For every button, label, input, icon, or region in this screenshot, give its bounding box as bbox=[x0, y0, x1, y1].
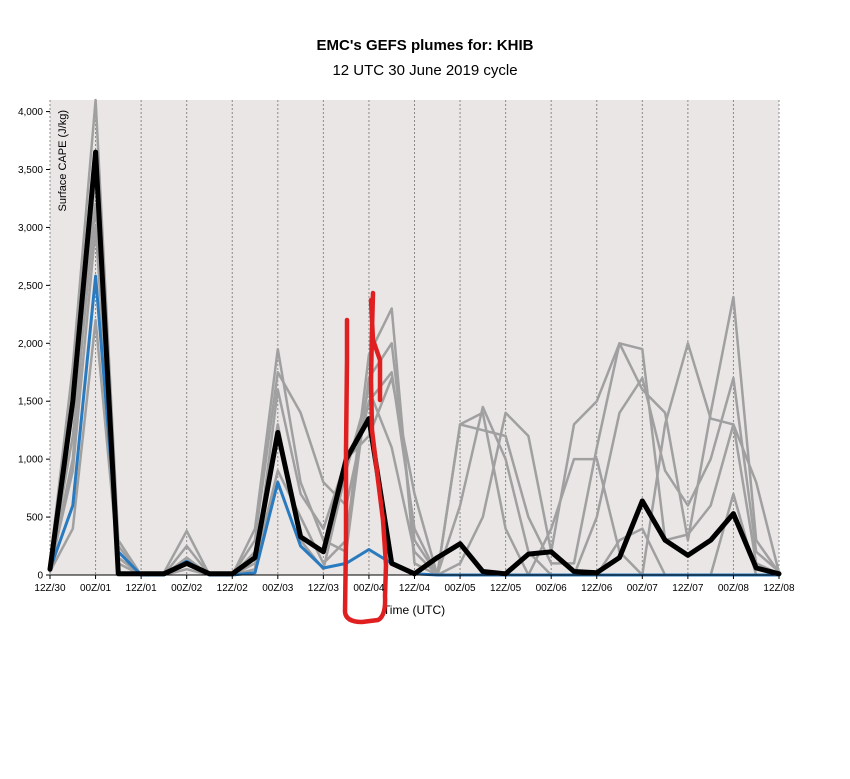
hand-drawn-annotation bbox=[342, 290, 389, 625]
x-tick-label: 12Z/06 bbox=[581, 583, 613, 594]
y-tick-label: 2,500 bbox=[18, 281, 43, 292]
x-tick-label: 00Z/02 bbox=[171, 583, 203, 594]
y-axis-label: Surface CAPE (J/kg) bbox=[57, 110, 69, 211]
x-tick-label: 00Z/05 bbox=[444, 583, 476, 594]
chart-subtitle: 12 UTC 30 June 2019 cycle bbox=[332, 62, 517, 79]
x-tick-label: 00Z/04 bbox=[353, 583, 385, 594]
x-tick-label: 12Z/04 bbox=[399, 583, 431, 594]
y-tick-label: 4,000 bbox=[18, 107, 43, 118]
series-line bbox=[48, 203, 781, 577]
y-tick-label: 3,000 bbox=[18, 223, 43, 234]
x-tick-label: 00Z/06 bbox=[536, 583, 568, 594]
y-tick-label: 1,000 bbox=[18, 455, 43, 466]
x-tick-label: 00Z/01 bbox=[80, 583, 112, 594]
x-tick-label: 12Z/03 bbox=[308, 583, 340, 594]
y-tick-label: 3,500 bbox=[18, 165, 43, 176]
y-tick-label: 500 bbox=[26, 513, 43, 524]
chart-title: EMC's GEFS plumes for: KHIB bbox=[317, 37, 534, 54]
x-tick-label: 12Z/30 bbox=[34, 583, 66, 594]
x-tick-label: 12Z/07 bbox=[672, 583, 704, 594]
x-tick-label: 12Z/01 bbox=[126, 583, 158, 594]
x-tick-label: 00Z/08 bbox=[718, 583, 750, 594]
x-tick-label: 00Z/03 bbox=[262, 583, 294, 594]
y-tick-label: 1,500 bbox=[18, 397, 43, 408]
series-line bbox=[47, 149, 782, 577]
x-tick-label: 12Z/08 bbox=[763, 583, 795, 594]
x-tick-label: 00Z/07 bbox=[627, 583, 659, 594]
y-tick-label: 0 bbox=[37, 571, 43, 582]
grid bbox=[49, 100, 780, 575]
x-tick-label: 12Z/05 bbox=[490, 583, 522, 594]
y-tick-label: 2,000 bbox=[18, 339, 43, 350]
x-tick-label: 12Z/02 bbox=[217, 583, 249, 594]
x-axis-label: Time (UTC) bbox=[383, 603, 445, 617]
